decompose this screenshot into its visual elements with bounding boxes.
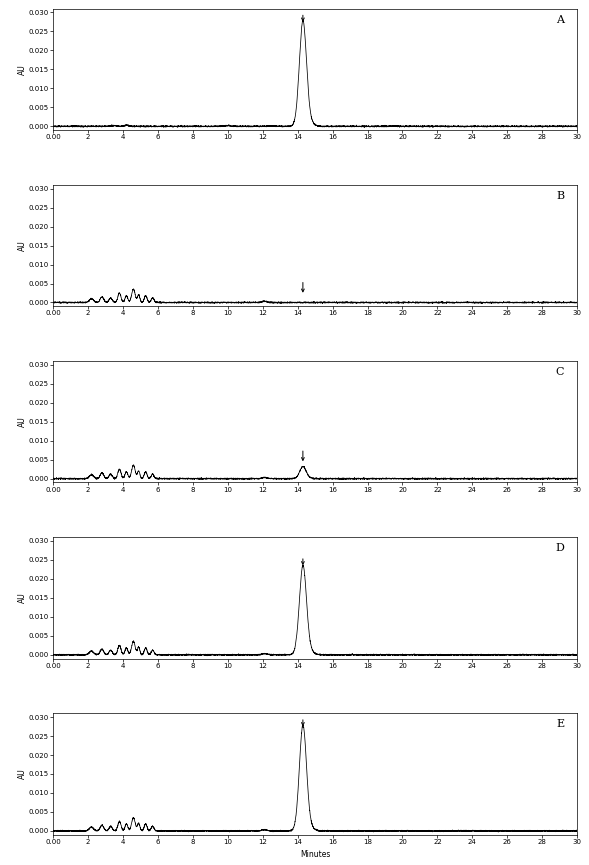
Text: E: E — [556, 720, 564, 729]
Y-axis label: AU: AU — [18, 416, 27, 427]
X-axis label: Minutes: Minutes — [300, 850, 330, 860]
Text: B: B — [556, 191, 564, 201]
Y-axis label: AU: AU — [18, 64, 27, 74]
Text: A: A — [556, 15, 564, 25]
Y-axis label: AU: AU — [18, 769, 27, 779]
Y-axis label: AU: AU — [18, 593, 27, 603]
Y-axis label: AU: AU — [18, 240, 27, 251]
Text: D: D — [555, 543, 564, 554]
Text: C: C — [555, 367, 564, 377]
